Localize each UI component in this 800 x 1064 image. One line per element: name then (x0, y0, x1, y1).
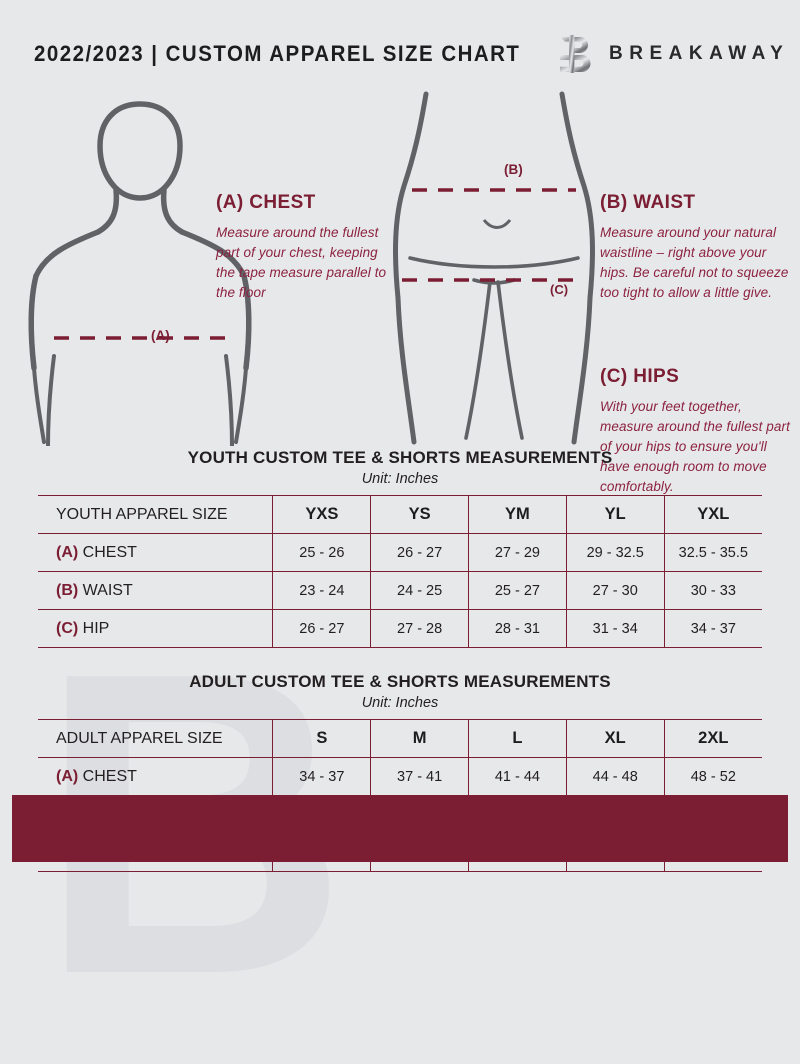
cell-hip-yxs: 26 - 27 (272, 609, 371, 648)
cell-waist-ym: 25 - 27 (468, 571, 567, 610)
row-name-chest: CHEST (82, 543, 137, 561)
youth-apparel-size-header: YOUTH APPAREL SIZE (56, 505, 228, 523)
cell-waist-yl: 27 - 30 (565, 571, 665, 610)
youth-table-unit: Unit: Inches (361, 471, 439, 487)
row-label-waist: (B) WAIST (38, 572, 273, 610)
row-tag-b: (B) (56, 581, 79, 599)
cell-hip-yxl: 34 - 37 (663, 609, 762, 648)
row-name-waist: WAIST (82, 581, 133, 599)
cell-hip-ys: 27 - 28 (370, 609, 469, 648)
page-header: 2022/2023 | CUSTOM APPAREL SIZE CHART (0, 0, 800, 74)
adult-table-unit: Unit: Inches (361, 695, 439, 711)
youth-size-table-block: YOUTH CUSTOM TEE & SHORTS MEASUREMENTS U… (0, 448, 800, 648)
size-col-yl: YL (565, 495, 665, 534)
waist-marker-label: (B) (504, 162, 523, 177)
table-row: (A) CHEST 25 - 26 26 - 27 27 - 29 29 - 3… (38, 533, 762, 572)
size-col-l: L (468, 719, 567, 758)
brand-name: BREAKAWAY (609, 43, 790, 64)
callout-chest-heading: (A) CHEST (216, 192, 316, 213)
cell-waist-yxs: 23 - 24 (272, 571, 371, 610)
page-title: 2022/2023 | CUSTOM APPAREL SIZE CHART (34, 41, 521, 66)
row-label-chest: (A) CHEST (38, 758, 273, 796)
cell-hip-ym: 28 - 31 (468, 609, 567, 648)
hips-marker-label: (C) (550, 282, 569, 297)
cell-chest-yxl: 32.5 - 35.5 (663, 533, 762, 572)
adult-apparel-size-header: ADULT APPAREL SIZE (56, 729, 223, 747)
cell-chest-xl: 44 - 48 (565, 757, 665, 796)
cell-waist-yxl: 30 - 33 (663, 571, 762, 610)
size-col-yxl: YXL (663, 495, 762, 534)
table-row: (B) WAIST 23 - 24 24 - 25 25 - 27 27 - 3… (38, 571, 762, 610)
upper-body-torso-outline-icon: (A) (20, 94, 260, 451)
footer-color-bar (12, 795, 788, 862)
cell-waist-ys: 24 - 25 (370, 571, 469, 610)
lower-body-hips-outline-icon: (B) (C) (392, 90, 596, 451)
chest-marker-label: (A) (151, 328, 170, 343)
callout-hips: (C) HIPS With your feet together, measur… (600, 366, 796, 497)
row-label-chest: (A) CHEST (38, 534, 273, 572)
cell-chest-l: 41 - 44 (468, 757, 567, 796)
size-col-m: M (370, 719, 469, 758)
size-col-s: S (272, 719, 371, 758)
size-col-ys: YS (370, 495, 469, 534)
callout-waist: (B) WAIST Measure around your natural wa… (600, 192, 796, 303)
callout-chest-body: Measure around the fullest part of your … (216, 225, 387, 300)
row-name-hip: HIP (82, 619, 110, 637)
table-row: (C) HIP 26 - 27 27 - 28 28 - 31 31 - 34 … (38, 609, 762, 648)
youth-size-table: YOUTH APPAREL SIZE YXS YS YM YL YXL (A) … (38, 495, 762, 648)
callout-hips-heading: (C) HIPS (600, 366, 680, 387)
youth-table-title: YOUTH CUSTOM TEE & SHORTS MEASUREMENTS (187, 448, 613, 467)
cell-hip-yl: 31 - 34 (565, 609, 665, 648)
table-header-row: ADULT APPAREL SIZE S M L XL 2XL (38, 719, 762, 758)
breakaway-b-logo-icon (557, 34, 593, 74)
size-col-yxs: YXS (272, 495, 371, 534)
row-label-hip: (C) HIP (38, 610, 273, 648)
size-col-ym: YM (468, 495, 567, 534)
row-name-chest: CHEST (82, 767, 137, 785)
callout-waist-heading: (B) WAIST (600, 192, 696, 213)
callout-hips-body: With your feet together, measure around … (600, 399, 790, 494)
measurement-illustrations: (A) (B) (C) (0, 88, 800, 494)
table-row: (A) CHEST 34 - 37 37 - 41 41 - 44 44 - 4… (38, 757, 762, 796)
adult-table-title: ADULT CUSTOM TEE & SHORTS MEASUREMENTS (189, 672, 611, 691)
cell-chest-yxs: 25 - 26 (272, 533, 371, 572)
row-tag-a: (A) (56, 543, 79, 561)
cell-chest-s: 34 - 37 (272, 757, 371, 796)
cell-chest-yl: 29 - 32.5 (565, 533, 665, 572)
row-tag-a: (A) (56, 767, 79, 785)
cell-chest-m: 37 - 41 (370, 757, 469, 796)
row-tag-c: (C) (56, 619, 79, 637)
callout-waist-body: Measure around your natural waistline – … (600, 225, 789, 300)
table-header-row: YOUTH APPAREL SIZE YXS YS YM YL YXL (38, 495, 762, 534)
brand-lockup: BREAKAWAY (557, 34, 789, 74)
cell-chest-ym: 27 - 29 (468, 533, 567, 572)
size-col-2xl: 2XL (663, 719, 762, 758)
cell-chest-ys: 26 - 27 (370, 533, 469, 572)
callout-chest: (A) CHEST Measure around the fullest par… (216, 192, 396, 303)
cell-chest-2xl: 48 - 52 (663, 757, 762, 796)
size-col-xl: XL (565, 719, 665, 758)
